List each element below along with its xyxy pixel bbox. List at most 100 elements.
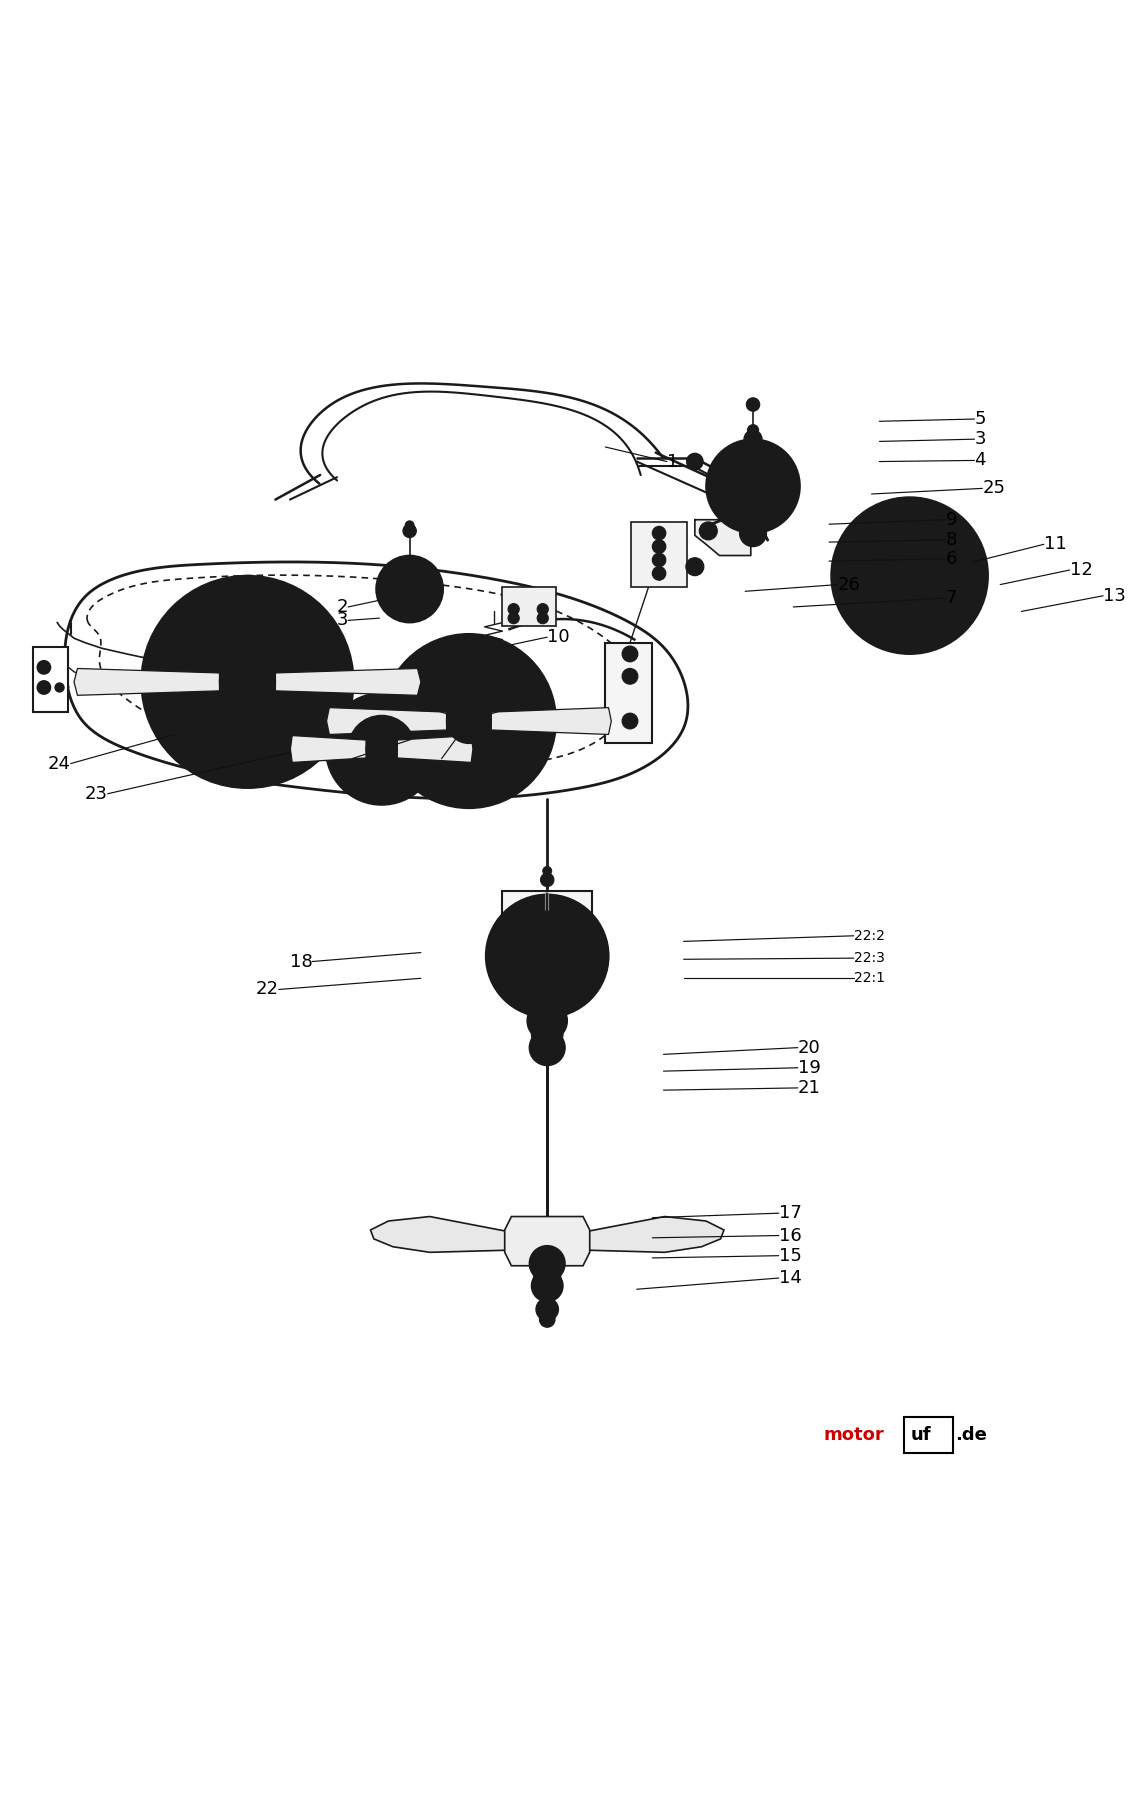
Text: 4: 4 xyxy=(975,452,986,470)
Text: 8: 8 xyxy=(946,531,957,549)
Text: 25: 25 xyxy=(983,479,1005,497)
Circle shape xyxy=(485,895,608,1017)
Text: 22:3: 22:3 xyxy=(854,950,884,965)
Circle shape xyxy=(525,911,570,956)
Bar xyxy=(33,648,69,713)
Circle shape xyxy=(238,671,257,691)
Polygon shape xyxy=(491,707,611,734)
Circle shape xyxy=(538,1039,556,1057)
Circle shape xyxy=(497,977,512,994)
Text: 22: 22 xyxy=(256,981,278,999)
Text: 6: 6 xyxy=(946,549,957,567)
Circle shape xyxy=(527,936,568,976)
Circle shape xyxy=(536,1298,559,1321)
Bar xyxy=(502,891,592,972)
Circle shape xyxy=(461,713,477,729)
Text: 17: 17 xyxy=(779,1204,802,1222)
Circle shape xyxy=(536,1278,559,1300)
Circle shape xyxy=(699,522,717,540)
Circle shape xyxy=(55,682,64,691)
Circle shape xyxy=(141,576,354,788)
Circle shape xyxy=(892,558,926,592)
Circle shape xyxy=(366,733,397,765)
Circle shape xyxy=(740,520,767,547)
Text: 1: 1 xyxy=(667,452,679,470)
Circle shape xyxy=(744,477,762,495)
Circle shape xyxy=(653,526,666,540)
Polygon shape xyxy=(327,707,447,734)
Circle shape xyxy=(653,540,666,553)
Circle shape xyxy=(418,671,519,772)
Circle shape xyxy=(903,569,916,583)
Text: 10: 10 xyxy=(547,628,570,646)
Circle shape xyxy=(185,621,309,743)
Text: 23: 23 xyxy=(85,785,107,803)
Text: 5: 5 xyxy=(975,410,986,428)
Circle shape xyxy=(529,1030,566,1066)
Circle shape xyxy=(746,526,760,540)
Text: uf: uf xyxy=(910,1426,931,1444)
Polygon shape xyxy=(276,668,421,695)
Bar xyxy=(631,522,687,587)
Circle shape xyxy=(405,520,414,529)
Circle shape xyxy=(653,567,666,580)
Circle shape xyxy=(744,430,762,448)
Polygon shape xyxy=(74,668,219,695)
Circle shape xyxy=(37,680,51,695)
Circle shape xyxy=(539,1026,555,1042)
Circle shape xyxy=(389,569,430,608)
Circle shape xyxy=(219,653,276,709)
Circle shape xyxy=(527,1001,568,1040)
Circle shape xyxy=(706,439,800,533)
Circle shape xyxy=(529,1246,566,1282)
Text: 7: 7 xyxy=(946,589,957,607)
Circle shape xyxy=(534,1264,561,1291)
Circle shape xyxy=(537,612,549,625)
Circle shape xyxy=(622,646,638,662)
Text: 2: 2 xyxy=(337,598,348,616)
Circle shape xyxy=(508,612,519,625)
Circle shape xyxy=(687,454,702,470)
Text: 22:1: 22:1 xyxy=(854,972,884,985)
Circle shape xyxy=(532,1019,563,1049)
Circle shape xyxy=(348,715,415,783)
Text: 16: 16 xyxy=(779,1226,802,1244)
Polygon shape xyxy=(582,1217,724,1253)
Text: 19: 19 xyxy=(797,1058,821,1076)
Circle shape xyxy=(532,1271,563,1301)
Circle shape xyxy=(719,452,786,520)
Circle shape xyxy=(377,743,387,754)
Circle shape xyxy=(326,693,438,805)
Circle shape xyxy=(541,873,554,887)
Circle shape xyxy=(543,866,552,875)
Text: motor: motor xyxy=(823,1426,884,1444)
Circle shape xyxy=(508,603,519,616)
Bar xyxy=(605,643,653,743)
Circle shape xyxy=(406,585,413,592)
Polygon shape xyxy=(291,736,366,763)
Circle shape xyxy=(381,634,556,808)
Polygon shape xyxy=(371,1217,511,1253)
Circle shape xyxy=(874,540,946,612)
Text: 15: 15 xyxy=(779,1247,802,1265)
Circle shape xyxy=(37,661,51,673)
Text: .de: .de xyxy=(956,1426,987,1444)
Text: 24: 24 xyxy=(48,754,71,772)
Circle shape xyxy=(447,698,491,743)
Circle shape xyxy=(685,558,703,576)
Polygon shape xyxy=(504,1217,589,1265)
Circle shape xyxy=(733,466,774,506)
Text: 21: 21 xyxy=(797,1078,821,1096)
Circle shape xyxy=(539,1312,555,1327)
Text: 3: 3 xyxy=(337,612,348,630)
Circle shape xyxy=(377,556,443,623)
Circle shape xyxy=(400,580,418,598)
Circle shape xyxy=(746,398,760,410)
Circle shape xyxy=(831,497,987,653)
Text: 22:2: 22:2 xyxy=(854,929,884,943)
Circle shape xyxy=(622,713,638,729)
Polygon shape xyxy=(397,736,473,763)
Text: 11: 11 xyxy=(1044,535,1067,553)
Text: 3: 3 xyxy=(975,430,986,448)
Text: 20: 20 xyxy=(797,1039,820,1057)
